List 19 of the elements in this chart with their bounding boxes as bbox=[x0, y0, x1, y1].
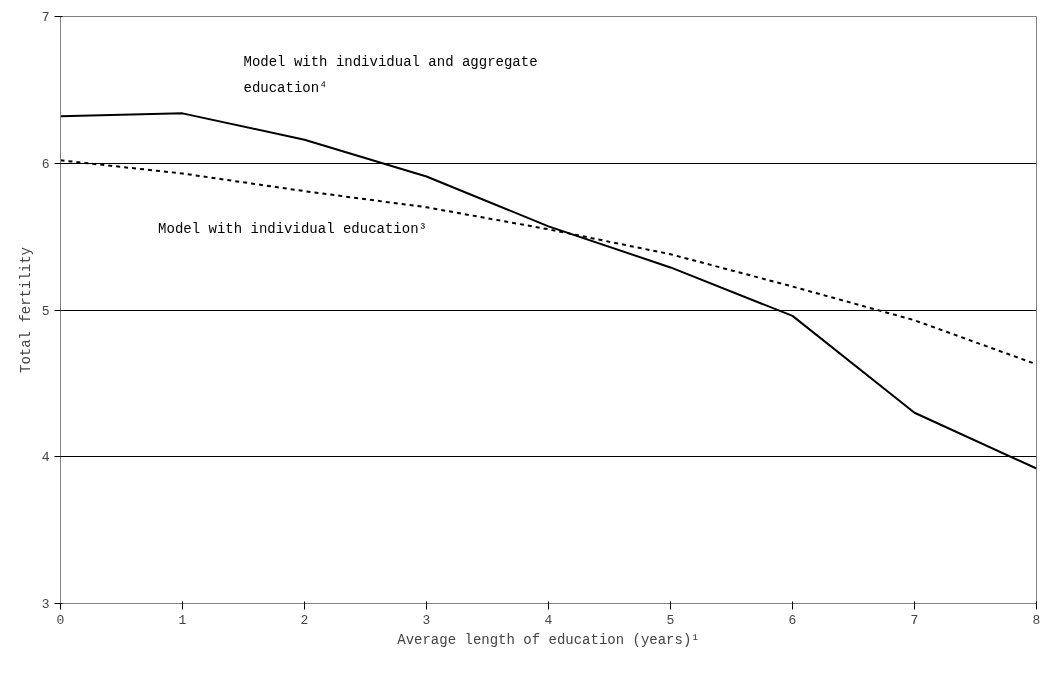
y-axis-title: Total fertility bbox=[17, 246, 34, 374]
x-axis-title: Average length of education (years)¹ bbox=[397, 631, 700, 648]
line-series bbox=[60, 112, 1037, 470]
y-tick-label: 3 bbox=[41, 597, 50, 612]
x-tick-label: 5 bbox=[666, 612, 675, 628]
y-tick-label: 7 bbox=[41, 10, 50, 25]
x-tick-label: 0 bbox=[56, 612, 65, 628]
x-tick-label: 7 bbox=[910, 612, 919, 628]
x-tick-label: 3 bbox=[422, 612, 431, 628]
y-tick-label: 5 bbox=[41, 303, 50, 319]
x-tick-label: 2 bbox=[300, 612, 309, 628]
y-tick-label: 4 bbox=[41, 450, 50, 466]
text: Model with individual and aggregate education⁴ bbox=[243, 54, 538, 96]
y-tick-label: 6 bbox=[41, 156, 50, 172]
x-tick-label: 1 bbox=[178, 612, 187, 628]
series-label: Model with individual education³ bbox=[158, 221, 427, 238]
x-tick-label: 4 bbox=[544, 612, 553, 628]
x-tick-label: 6 bbox=[788, 612, 797, 628]
x-tick-label: 8 bbox=[1032, 612, 1041, 628]
